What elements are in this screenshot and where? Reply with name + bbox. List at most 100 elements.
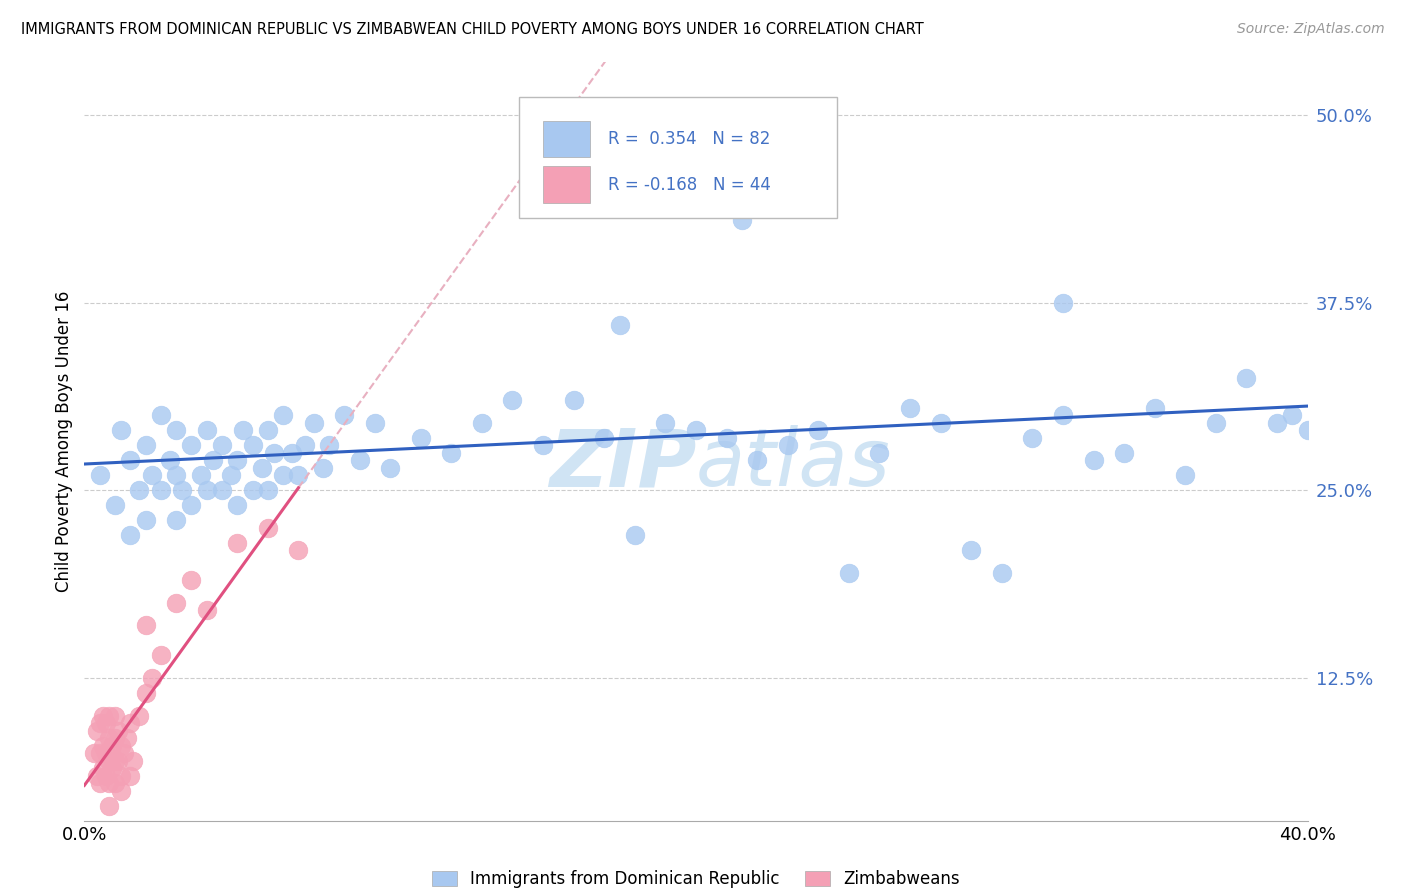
Point [257,423,280,437]
Point [624,528,647,542]
Point [91,739,114,753]
Point [440,446,463,460]
Point [94,746,117,760]
Point [685,423,707,437]
Y-axis label: Child Poverty Among Boys Under 16: Child Poverty Among Boys Under 16 [55,291,73,592]
Point [107,754,129,768]
Point [302,416,325,430]
Point [318,438,340,452]
Point [104,754,127,768]
FancyBboxPatch shape [519,96,837,218]
Point [287,468,309,483]
Point [242,438,264,452]
Point [263,446,285,460]
Point [776,438,799,452]
Point [669,138,692,153]
Point [120,769,142,783]
Point [122,754,145,768]
Point [97,776,120,790]
Point [271,468,294,483]
Point [101,761,124,775]
Point [149,409,172,423]
Point [1236,370,1258,384]
Text: ZIP: ZIP [548,425,696,503]
Point [364,416,387,430]
Point [219,468,242,483]
Point [747,453,769,467]
Point [349,453,371,467]
Point [165,513,187,527]
Point [149,483,172,498]
Point [838,566,860,580]
Point [731,213,754,227]
Point [232,423,254,437]
Text: IMMIGRANTS FROM DOMINICAN REPUBLIC VS ZIMBABWEAN CHILD POVERTY AMONG BOYS UNDER : IMMIGRANTS FROM DOMINICAN REPUBLIC VS ZI… [21,22,924,37]
Point [110,783,132,797]
Point [110,769,132,783]
Point [89,746,111,760]
Point [107,723,129,738]
Point [898,401,921,415]
Point [94,769,117,783]
Point [195,423,218,437]
Point [159,453,181,467]
Point [502,393,524,408]
Point [201,453,224,467]
Point [120,716,142,731]
Point [991,566,1014,580]
Point [190,468,212,483]
Point [135,686,157,700]
Point [562,393,585,408]
FancyBboxPatch shape [543,166,589,202]
Point [97,798,120,813]
Point [141,671,163,685]
Point [1052,409,1074,423]
Point [120,528,142,542]
Text: atlas: atlas [696,425,891,503]
Point [89,776,111,790]
Point [195,603,218,617]
Point [86,769,108,783]
Point [149,648,172,663]
Point [1205,416,1227,430]
Point [141,468,163,483]
Point [104,708,127,723]
Point [1296,423,1319,437]
Point [195,483,218,498]
Point [716,431,738,445]
Point [1083,453,1105,467]
Point [115,731,138,745]
Point [609,318,631,333]
Point [128,708,150,723]
Point [211,483,233,498]
Point [257,521,280,535]
Point [1265,416,1288,430]
Point [135,618,157,632]
Point [1143,401,1166,415]
Point [1052,295,1074,310]
Point [97,754,120,768]
Point [110,423,132,437]
Point [135,438,157,452]
Point [211,438,233,452]
Point [654,416,676,430]
Point [1021,431,1043,445]
Point [333,409,356,423]
Point [165,468,187,483]
Point [609,183,631,197]
Point [226,499,249,513]
Point [89,716,111,731]
Legend: Immigrants from Dominican Republic, Zimbabweans: Immigrants from Dominican Republic, Zimb… [432,870,960,888]
Point [807,423,830,437]
Point [960,543,983,558]
Point [94,716,117,731]
Point [91,708,114,723]
Point [869,446,891,460]
Point [110,739,132,753]
Point [104,731,127,745]
Point [128,483,150,498]
Point [104,499,127,513]
Point [294,438,316,452]
Point [97,731,120,745]
Point [91,761,114,775]
